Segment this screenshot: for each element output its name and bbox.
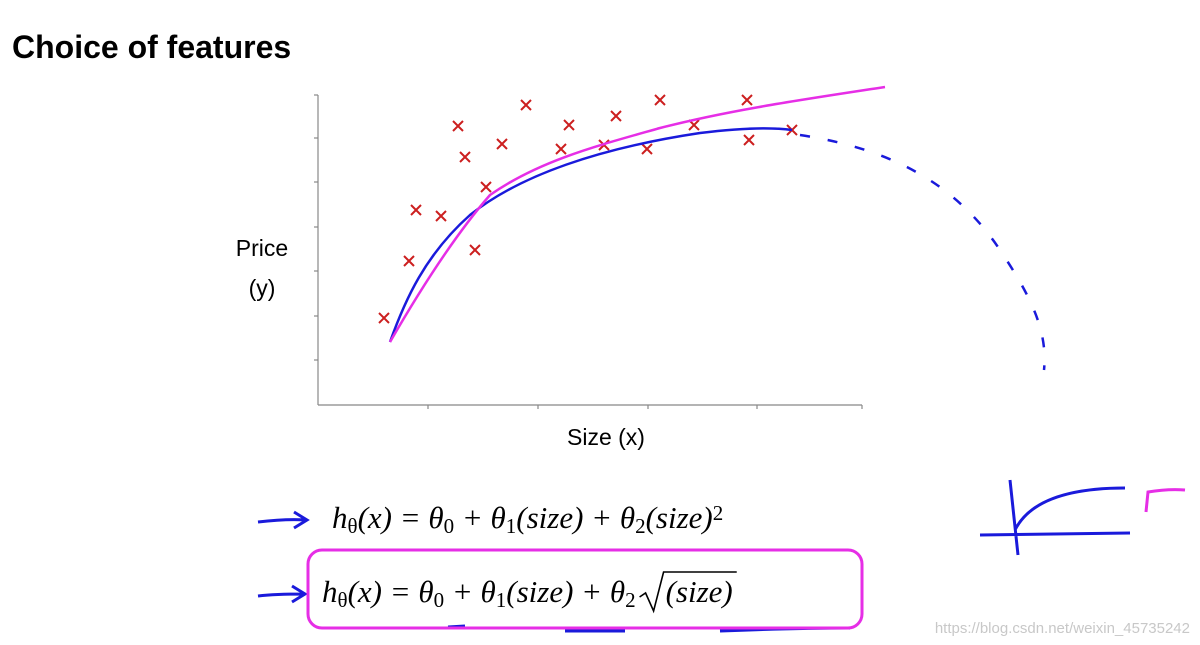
formula-part: h	[332, 500, 348, 535]
highlight-box	[306, 548, 864, 630]
formula-part: + θ	[444, 574, 496, 609]
data-points	[378, 94, 798, 324]
formula: hθ(x) = θ0 + θ1(size) + θ2 (size)	[322, 574, 733, 612]
dashed-extension	[799, 133, 1046, 371]
cross	[520, 99, 532, 111]
formula-part: (size) + θ	[516, 500, 635, 535]
formula-part: (x) = θ	[358, 500, 444, 535]
cross	[435, 210, 447, 222]
x-label: Size (x)	[567, 424, 645, 450]
y-label: (y)	[249, 275, 276, 301]
cross	[452, 120, 464, 132]
cross	[743, 134, 755, 146]
formula-part: 0	[434, 588, 445, 612]
cross	[403, 255, 415, 267]
radical	[639, 571, 737, 614]
cross	[641, 143, 653, 155]
formula: hθ(x) = θ0 + θ1(size) + θ2(size)2	[332, 500, 723, 538]
formula-part: (x) = θ	[348, 574, 434, 609]
formula-part: 2	[625, 588, 636, 612]
formula-part: 2	[713, 501, 724, 525]
cross	[654, 94, 666, 106]
formula-part: + θ	[454, 500, 506, 535]
formula-part: θ	[348, 514, 358, 538]
cross	[555, 143, 567, 155]
cross	[378, 312, 390, 324]
slide-title: Choice of features	[12, 29, 291, 65]
formula-part: (size) + θ	[506, 574, 625, 609]
watermark: https://blog.csdn.net/weixin_45735242	[935, 620, 1190, 637]
y-label: Price	[236, 235, 288, 261]
formula-part: (size)	[646, 500, 713, 535]
formula-part: 1	[506, 514, 517, 538]
cross	[741, 94, 753, 106]
cross	[459, 151, 471, 163]
sqrt-curve	[388, 85, 886, 343]
cross	[496, 138, 508, 150]
formula-part: 2	[635, 514, 646, 538]
formula-part: (size)	[666, 574, 733, 609]
cross	[469, 244, 481, 256]
formula-part: 1	[496, 588, 507, 612]
cross	[563, 119, 575, 131]
axes	[314, 94, 863, 409]
cross	[610, 110, 622, 122]
formula-part: 0	[444, 514, 455, 538]
annotation	[1144, 488, 1186, 513]
formula-part: h	[322, 574, 338, 609]
formula-part: θ	[338, 588, 348, 612]
cross	[410, 204, 422, 216]
fit-curve	[388, 127, 793, 343]
cross	[480, 181, 492, 193]
